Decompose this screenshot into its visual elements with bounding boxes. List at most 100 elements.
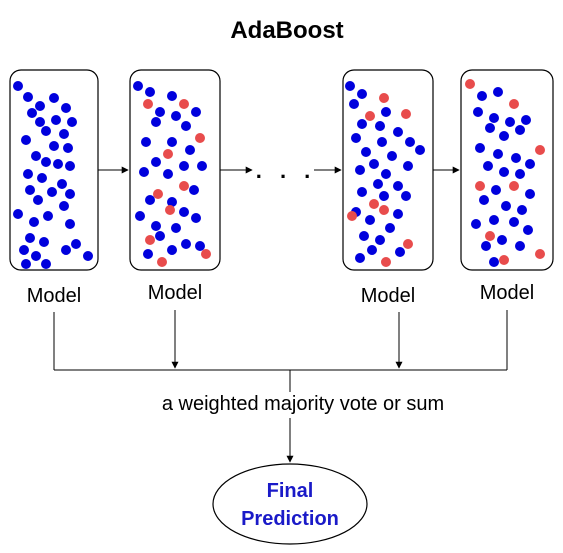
correct-point — [473, 107, 483, 117]
correct-point — [53, 159, 63, 169]
correct-point — [515, 241, 525, 251]
correct-point — [489, 113, 499, 123]
correct-point — [181, 121, 191, 131]
correct-point — [481, 241, 491, 251]
correct-point — [143, 249, 153, 259]
final-prediction-node — [212, 463, 368, 545]
correct-point — [367, 245, 377, 255]
correct-point — [523, 225, 533, 235]
correct-point — [515, 125, 525, 135]
misclassified-point — [535, 145, 545, 155]
correct-point — [167, 197, 177, 207]
misclassified-point — [347, 211, 357, 221]
correct-point — [179, 207, 189, 217]
correct-point — [185, 145, 195, 155]
ellipsis: . . . — [256, 158, 317, 183]
misclassified-point — [403, 239, 413, 249]
model-label-4: Model — [480, 282, 534, 304]
correct-point — [517, 205, 527, 215]
correct-point — [475, 143, 485, 153]
correct-point — [33, 195, 43, 205]
misclassified-point — [201, 249, 211, 259]
correct-point — [27, 108, 37, 118]
correct-point — [483, 161, 493, 171]
correct-point — [171, 111, 181, 121]
correct-point — [29, 217, 39, 227]
misclassified-point — [369, 199, 379, 209]
correct-point — [479, 195, 489, 205]
correct-point — [349, 99, 359, 109]
correct-point — [493, 149, 503, 159]
correct-point — [41, 259, 51, 269]
correct-point — [25, 185, 35, 195]
correct-point — [65, 189, 75, 199]
correct-point — [145, 87, 155, 97]
final-prediction-line2: Prediction — [241, 508, 339, 530]
diagram-title: AdaBoost — [230, 17, 343, 44]
correct-point — [375, 121, 385, 131]
correct-point — [63, 143, 73, 153]
correct-point — [65, 161, 75, 171]
correct-point — [41, 157, 51, 167]
correct-point — [511, 153, 521, 163]
correct-point — [61, 103, 71, 113]
correct-point — [191, 107, 201, 117]
correct-point — [497, 235, 507, 245]
misclassified-point — [165, 205, 175, 215]
model-3-points — [345, 81, 425, 267]
correct-point — [47, 187, 57, 197]
correct-point — [181, 239, 191, 249]
correct-point — [525, 189, 535, 199]
correct-point — [415, 145, 425, 155]
correct-point — [51, 115, 61, 125]
correct-point — [515, 169, 525, 179]
correct-point — [499, 167, 509, 177]
correct-point — [43, 211, 53, 221]
correct-point — [395, 247, 405, 257]
misclassified-point — [499, 255, 509, 265]
correct-point — [195, 241, 205, 251]
correct-point — [49, 141, 59, 151]
correct-point — [167, 137, 177, 147]
correct-point — [151, 157, 161, 167]
model-label-1: Model — [27, 285, 81, 307]
correct-point — [155, 107, 165, 117]
correct-point — [67, 117, 77, 127]
correct-point — [377, 137, 387, 147]
correct-point — [365, 215, 375, 225]
correct-point — [493, 87, 503, 97]
correct-point — [509, 217, 519, 227]
misclassified-point — [535, 249, 545, 259]
model-label-3: Model — [361, 285, 415, 307]
correct-point — [189, 185, 199, 195]
correct-point — [41, 126, 51, 136]
misclassified-point — [143, 99, 153, 109]
misclassified-point — [157, 257, 167, 267]
correct-point — [191, 213, 201, 223]
aggregation-label: a weighted majority vote or sum — [162, 393, 444, 415]
correct-point — [489, 215, 499, 225]
correct-point — [491, 185, 501, 195]
correct-point — [501, 201, 511, 211]
correct-point — [141, 137, 151, 147]
correct-point — [31, 151, 41, 161]
correct-point — [49, 93, 59, 103]
correct-point — [171, 223, 181, 233]
misclassified-point — [365, 111, 375, 121]
correct-point — [401, 191, 411, 201]
correct-point — [361, 147, 371, 157]
misclassified-point — [195, 133, 205, 143]
correct-point — [23, 169, 33, 179]
correct-point — [375, 235, 385, 245]
final-prediction-line1: Final — [267, 480, 314, 502]
correct-point — [35, 117, 45, 127]
correct-point — [39, 237, 49, 247]
misclassified-point — [145, 235, 155, 245]
misclassified-point — [381, 257, 391, 267]
misclassified-point — [179, 181, 189, 191]
correct-point — [521, 115, 531, 125]
correct-point — [345, 81, 355, 91]
correct-point — [19, 245, 29, 255]
misclassified-point — [485, 231, 495, 241]
